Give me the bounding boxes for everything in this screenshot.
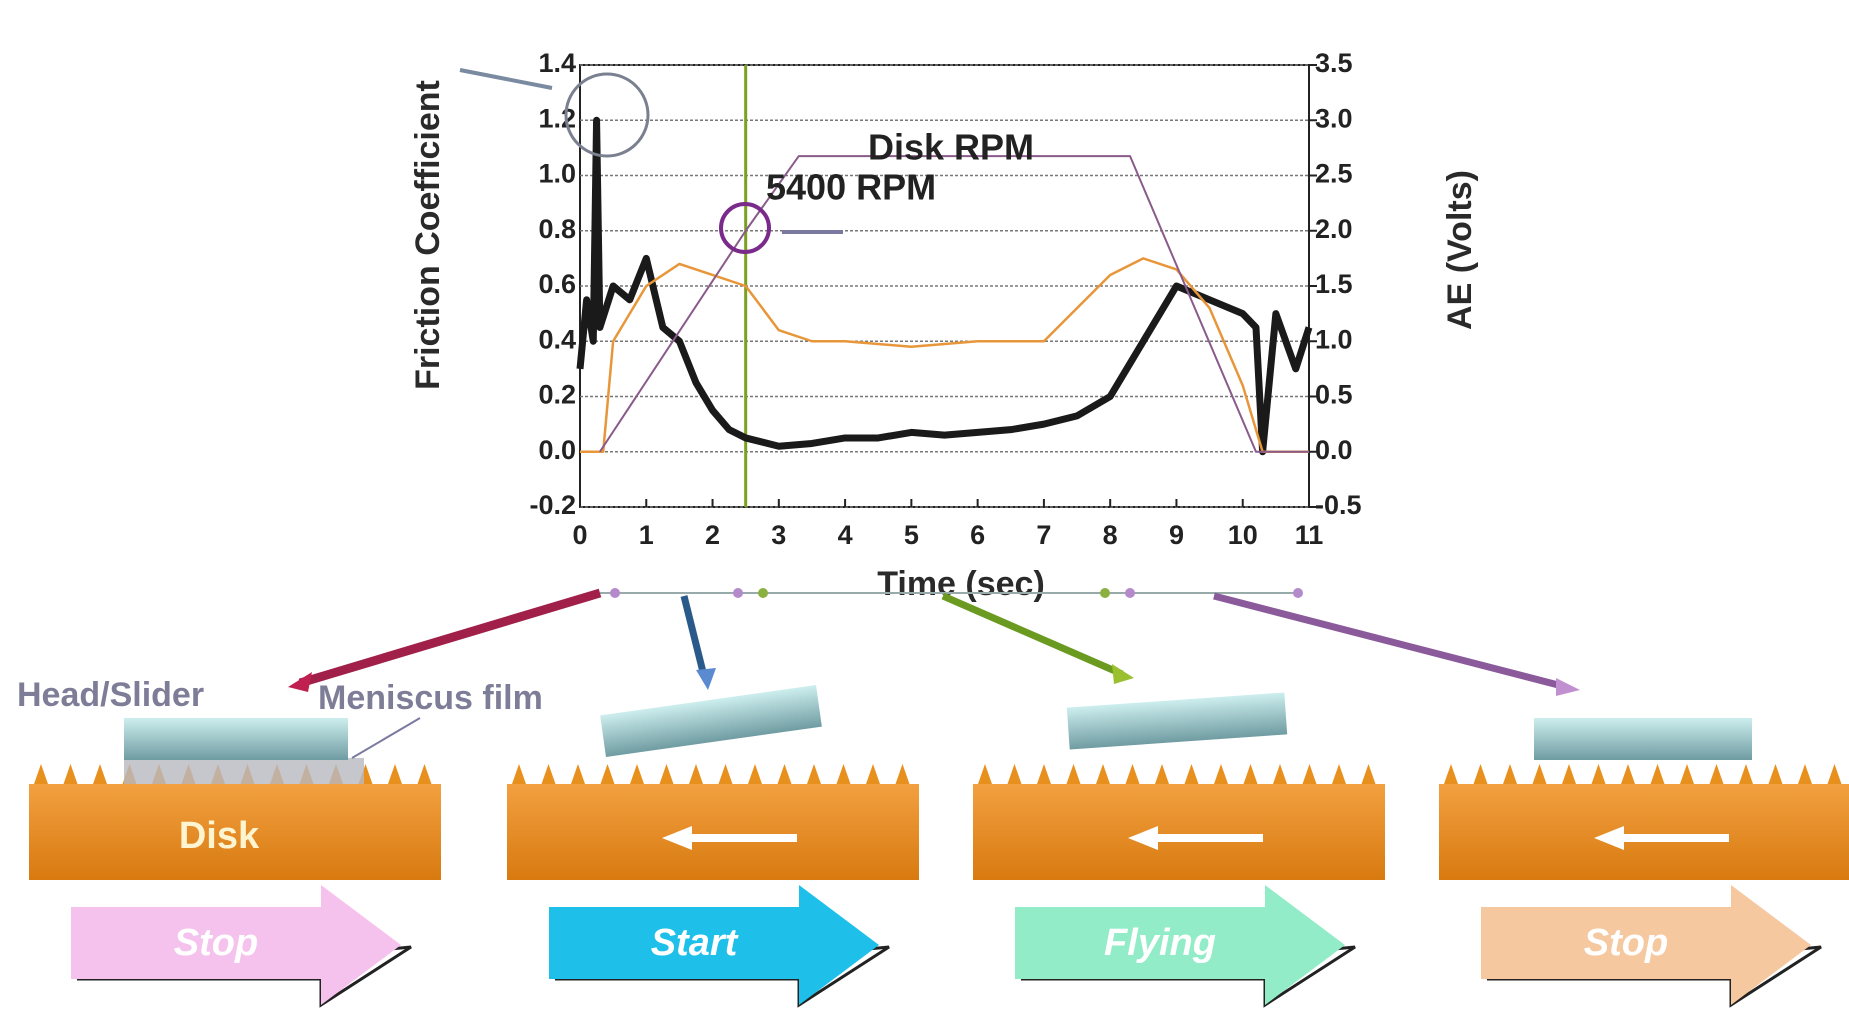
motion-arrow-head	[1594, 826, 1624, 850]
meniscus-label: Meniscus film	[318, 679, 543, 717]
stage-arrow	[298, 588, 602, 688]
y2-tick-label: 1.0	[1315, 324, 1353, 354]
y-axis-title: Friction Coefficient	[409, 80, 447, 390]
annotation: 5400 RPM	[766, 167, 936, 208]
head-label: Head/Slider	[17, 676, 204, 714]
stage-arrow	[71, 885, 401, 1005]
meniscus	[124, 758, 364, 784]
stage-arrow	[1015, 885, 1345, 1005]
y-tick-label: 1.0	[538, 159, 576, 189]
x-tick-label: 0	[572, 520, 587, 550]
pointer	[351, 717, 421, 759]
y-tick-label: 1.4	[538, 48, 576, 78]
x-tick-label: 10	[1228, 520, 1258, 550]
disk	[1439, 784, 1849, 880]
slider	[600, 685, 822, 757]
y2-tick-label: 0.0	[1315, 435, 1353, 465]
disk	[507, 784, 919, 880]
y2-tick-label: -0.5	[1315, 490, 1362, 520]
arrow-head	[288, 672, 312, 692]
y2-tick-label: 3.0	[1315, 103, 1353, 133]
x-axis-title: Time (sec)	[877, 565, 1045, 603]
x-tick-label: 3	[771, 520, 786, 550]
panels: Disk Stop Start Flying Stop	[29, 685, 1849, 1008]
y2-tick-label: 2.5	[1315, 159, 1353, 189]
x-tick-label: 11	[1295, 520, 1324, 550]
x-tick-label: 2	[705, 520, 720, 550]
stage-label: Stop	[174, 922, 258, 964]
stage-label: Stop	[1584, 922, 1668, 964]
arrow-head	[696, 668, 716, 690]
series-line	[580, 257, 1309, 453]
slider	[124, 718, 348, 760]
x-tick-label: 9	[1169, 520, 1184, 550]
y2-tick-label: 1.5	[1315, 269, 1353, 299]
plot: -0.2 0.0 0.2 0.4 0.6 0.8 1.0 1.2 1.4 -0.5 0.0 0.5 1.…	[529, 48, 1361, 550]
y2-tick-label: 3.5	[1315, 48, 1353, 78]
stage-label: Flying	[1104, 922, 1216, 964]
stage-arrow	[680, 595, 708, 677]
y-tick-label: 0.6	[538, 269, 576, 299]
slider	[1534, 718, 1752, 760]
stage-arrow	[941, 592, 1124, 678]
y2-axis-title: AE (Volts)	[1441, 170, 1479, 330]
x-tick-label: 4	[838, 520, 853, 550]
x-tick-label: 8	[1103, 520, 1118, 550]
highlight-circle	[719, 202, 771, 254]
annotation: Disk RPM	[868, 127, 1034, 168]
stage-arrow	[549, 885, 879, 1005]
x-tick-label: 6	[970, 520, 985, 550]
y-tick-label: 1.2	[538, 103, 576, 133]
stage-label: Start	[651, 922, 739, 964]
motion-arrow	[687, 834, 797, 842]
y2-tick-label: 2.0	[1315, 214, 1353, 244]
y-tick-label: 0.8	[538, 214, 576, 244]
y-tick-label: 0.4	[538, 324, 576, 354]
y-tick-label: 0.2	[538, 380, 576, 410]
series-line	[576, 116, 1313, 456]
motion-arrow	[1153, 834, 1263, 842]
stage-arrow	[1213, 592, 1567, 691]
y2-tick-label: 0.5	[1315, 380, 1353, 410]
highlight-circle	[564, 72, 650, 158]
arrow-head	[1556, 678, 1580, 696]
arrow-head	[1112, 664, 1134, 684]
x-tick-label: 1	[639, 520, 654, 550]
disk-label: Disk	[179, 815, 260, 857]
motion-arrow	[1619, 834, 1729, 842]
motion-arrow-head	[662, 826, 692, 850]
timeline-dots	[610, 588, 1303, 598]
disk	[29, 784, 441, 880]
disk	[973, 784, 1385, 880]
series-line	[599, 155, 1309, 453]
motion-arrow-head	[1128, 826, 1158, 850]
slider	[1066, 692, 1288, 750]
x-tick-label: 5	[904, 520, 919, 550]
y-tick-label: -0.2	[529, 490, 576, 520]
y-tick-label: 0.0	[538, 435, 576, 465]
disk-teeth	[978, 764, 1376, 784]
stage-arrow	[1481, 885, 1811, 1005]
pointer-arrow	[459, 68, 553, 90]
x-tick-label: 7	[1036, 520, 1051, 550]
disk-teeth	[512, 764, 910, 784]
disk-teeth	[1444, 764, 1842, 784]
